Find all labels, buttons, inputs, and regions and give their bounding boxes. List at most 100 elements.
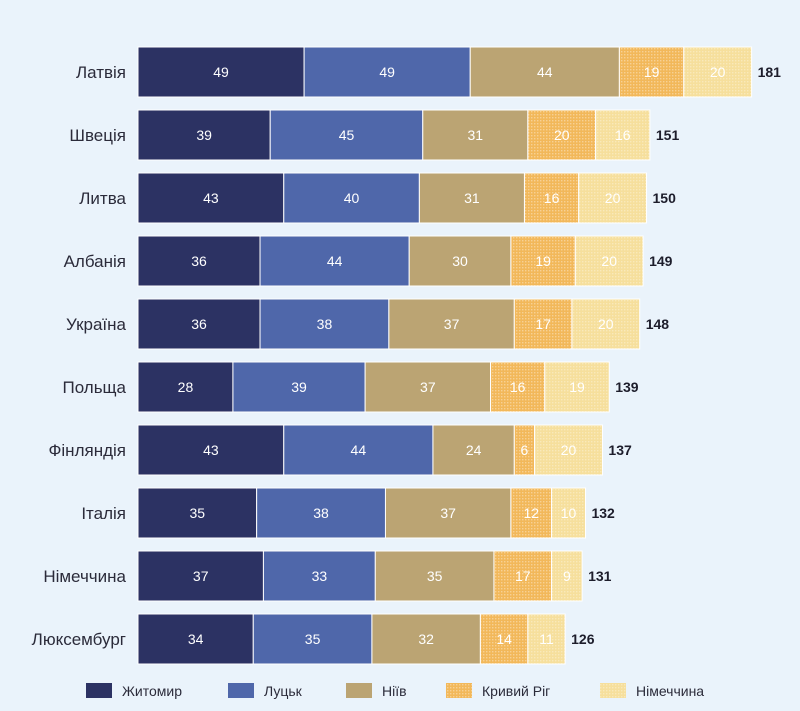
bar-segment (551, 487, 586, 539)
total-label: 132 (591, 505, 615, 521)
legend-swatch (228, 683, 254, 698)
bar-segment (523, 172, 580, 224)
legend-swatch (446, 683, 472, 698)
bar-segment (510, 235, 576, 287)
segment-value-label: 20 (598, 316, 614, 332)
segment-value-label: 16 (510, 379, 526, 395)
segment-value-label: 31 (468, 127, 484, 143)
segment-value-label: 39 (196, 127, 212, 143)
segment-value-label: 24 (466, 442, 482, 458)
legend-label: Ніїв (382, 683, 407, 699)
segment-value-label: 43 (203, 190, 219, 206)
segment-value-label: 44 (327, 253, 343, 269)
category-label: Фінляндія (48, 441, 126, 460)
category-label: Латвія (76, 63, 126, 82)
bar-segment (137, 487, 258, 539)
total-label: 151 (656, 127, 680, 143)
segment-value-label: 20 (554, 127, 570, 143)
category-label: Україна (66, 315, 126, 334)
segment-value-label: 6 (521, 442, 529, 458)
total-label: 131 (588, 568, 612, 584)
legend-label: Німеччина (636, 683, 704, 699)
segment-value-label: 38 (317, 316, 333, 332)
segment-value-label: 32 (418, 631, 434, 647)
segment-value-label: 9 (563, 568, 571, 584)
legend: Житомир Луцьк Ніїв Кривий Ріг Німеччина (86, 683, 704, 699)
bar-segment (256, 487, 386, 539)
segment-value-label: 37 (193, 568, 209, 584)
segment-value-label: 35 (305, 631, 321, 647)
bar-segment (137, 613, 254, 665)
category-label: Польща (62, 378, 126, 397)
bar-segment (232, 361, 366, 413)
segment-value-label: 33 (312, 568, 328, 584)
bar-segment (534, 424, 603, 476)
segment-value-label: 14 (496, 631, 512, 647)
bar-segment (259, 235, 410, 287)
segment-value-label: 20 (561, 442, 577, 458)
bar-segment (571, 298, 641, 350)
bar-segment (388, 298, 515, 350)
bar-segment (384, 487, 512, 539)
bar-segment (137, 109, 271, 161)
total-label: 137 (608, 442, 632, 458)
legend-label: Луцьк (264, 683, 303, 699)
bar-segment (683, 46, 753, 98)
segment-value-label: 44 (537, 64, 553, 80)
segment-value-label: 28 (178, 379, 194, 395)
segment-value-label: 44 (351, 442, 367, 458)
bar-segment (364, 361, 492, 413)
bar-segment (418, 172, 525, 224)
bar-segment (252, 613, 373, 665)
total-label: 126 (571, 631, 595, 647)
total-label: 150 (653, 190, 677, 206)
legend-swatch (86, 683, 112, 698)
legend-swatch (600, 683, 626, 698)
bar-segment (374, 550, 495, 602)
legend-label: Кривий Ріг (482, 683, 550, 699)
bar-segment (527, 613, 566, 665)
bar-segment (408, 235, 512, 287)
segment-value-label: 20 (601, 253, 617, 269)
total-label: 181 (758, 64, 782, 80)
segment-value-label: 31 (464, 190, 480, 206)
segment-value-label: 36 (191, 316, 207, 332)
segment-value-label: 11 (539, 631, 554, 647)
segment-value-label: 38 (313, 505, 329, 521)
bar-segment (371, 613, 481, 665)
bar-segment (137, 46, 305, 98)
category-label: Люксембург (32, 630, 126, 649)
bar-segment (137, 424, 285, 476)
bar-segment (578, 172, 648, 224)
segment-value-label: 20 (605, 190, 621, 206)
segment-value-label: 10 (561, 505, 577, 521)
bar-segment (269, 109, 424, 161)
segment-value-label: 43 (203, 442, 219, 458)
segment-value-label: 12 (523, 505, 539, 521)
segment-value-label: 35 (427, 568, 443, 584)
segment-value-label: 16 (615, 127, 631, 143)
bar-segment (510, 487, 553, 539)
bar-segment (479, 613, 529, 665)
segment-value-label: 17 (535, 316, 551, 332)
bar-segment (262, 550, 376, 602)
segment-value-label: 16 (544, 190, 560, 206)
total-label: 148 (646, 316, 670, 332)
segment-value-label: 19 (535, 253, 551, 269)
segment-value-label: 35 (190, 505, 206, 521)
bar-segment (527, 109, 597, 161)
total-label: 139 (615, 379, 639, 395)
bar-segment (595, 109, 651, 161)
bar-segment (283, 172, 420, 224)
segment-value-label: 37 (420, 379, 436, 395)
segment-value-label: 19 (569, 379, 585, 395)
segment-value-label: 17 (515, 568, 531, 584)
segment-value-label: 49 (213, 64, 229, 80)
segment-value-label: 36 (191, 253, 207, 269)
total-label: 149 (649, 253, 673, 269)
segment-value-label: 34 (188, 631, 204, 647)
segment-value-label: 19 (644, 64, 660, 80)
bar-segment (137, 235, 261, 287)
segment-value-label: 30 (452, 253, 468, 269)
segment-value-label: 49 (379, 64, 395, 80)
